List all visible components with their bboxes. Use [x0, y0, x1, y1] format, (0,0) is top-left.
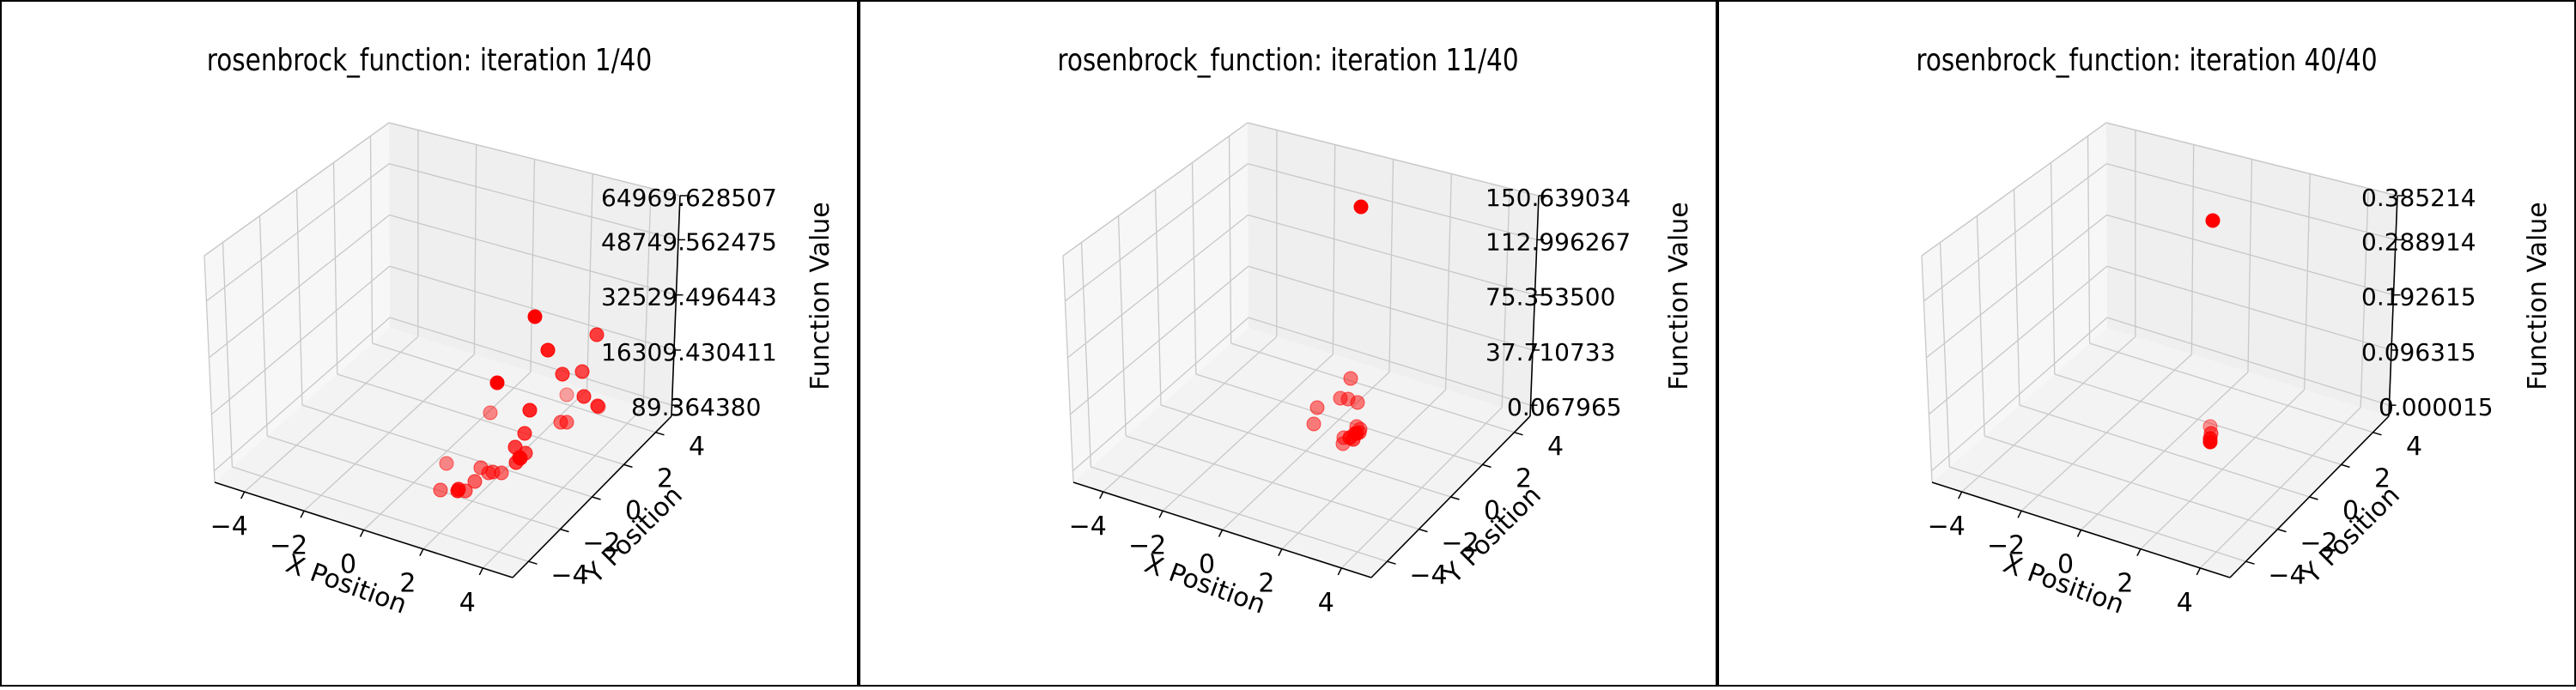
data-point	[483, 406, 497, 420]
data-point	[459, 484, 472, 498]
z-tick-label: 0.096315	[2361, 338, 2476, 366]
z-tick-label: 37.710733	[1485, 338, 1615, 366]
x-tick-label: 4	[2177, 588, 2193, 618]
data-point	[1351, 396, 1364, 409]
panel-2: rosenbrock_function: iteration 11/40 −4−…	[859, 0, 1717, 687]
x-tick-label: 4	[459, 588, 476, 618]
y-tick-label: 4	[2406, 432, 2422, 462]
panel-title: rosenbrock_function: iteration 11/40	[936, 43, 1640, 78]
data-point	[1310, 401, 1324, 415]
z-axis-label: Function Value	[2523, 202, 2553, 390]
data-point	[528, 310, 542, 324]
x-tick-label: 4	[1318, 588, 1334, 618]
data-point	[495, 466, 508, 480]
data-point	[560, 415, 574, 429]
data-point	[556, 367, 569, 381]
data-point	[575, 365, 589, 378]
data-point	[2203, 435, 2217, 449]
z-tick-label: 0.000015	[2379, 393, 2494, 421]
z-tick-label: 150.639034	[1485, 184, 1631, 212]
data-point	[1354, 200, 1368, 214]
y-tick-label: 4	[689, 432, 705, 462]
data-point	[490, 376, 504, 390]
y-tick-label: 4	[1547, 432, 1564, 462]
z-tick-label: 48749.562475	[601, 227, 777, 256]
data-point	[523, 403, 537, 417]
data-point	[592, 400, 605, 414]
x-tick-label: −4	[1928, 511, 1965, 542]
data-point	[1307, 417, 1321, 431]
panel-title: rosenbrock_function: iteration 40/40	[1795, 43, 2499, 78]
panel-3: rosenbrock_function: iteration 40/40 −4−…	[1717, 0, 2576, 687]
z-tick-label: 32529.496443	[601, 283, 777, 312]
z-tick-label: 0.385214	[2361, 184, 2476, 212]
data-point	[590, 328, 604, 342]
z-axis-label: Function Value	[1664, 202, 1694, 390]
z-tick-label: 0.288914	[2361, 227, 2476, 256]
data-point	[560, 388, 574, 402]
z-tick-label: 0.192615	[2361, 283, 2476, 312]
data-point	[482, 466, 495, 480]
z-tick-label: 89.364380	[631, 393, 761, 421]
data-point	[1344, 372, 1358, 385]
data-point	[434, 483, 447, 497]
scatter3d-plot: −4−2024−4−202489.36438016309.43041132529…	[0, 0, 859, 687]
panel-title: rosenbrock_function: iteration 1/40	[77, 43, 781, 78]
x-tick-label: −4	[1069, 511, 1107, 542]
data-point	[440, 457, 453, 470]
z-tick-label: 112.996267	[1485, 227, 1631, 256]
data-point	[513, 451, 526, 464]
z-tick-label: 64969.628507	[601, 184, 777, 212]
data-point	[2206, 214, 2220, 227]
x-tick-label: −4	[210, 511, 248, 542]
z-tick-label: 0.067965	[1507, 393, 1622, 421]
data-point	[541, 343, 555, 357]
scatter3d-plot: −4−2024−4−20240.06796537.71073375.353500…	[859, 0, 1717, 687]
panel-1: rosenbrock_function: iteration 1/40 −4−2…	[0, 0, 859, 687]
z-tick-label: 16309.430411	[601, 338, 777, 366]
data-point	[518, 427, 532, 440]
data-point	[1352, 426, 1366, 439]
scatter3d-plot: −4−2024−4−20240.0000150.0963150.1926150.…	[1717, 0, 2576, 687]
data-point	[577, 390, 591, 403]
z-axis-label: Function Value	[805, 202, 835, 390]
z-tick-label: 75.353500	[1485, 283, 1615, 312]
